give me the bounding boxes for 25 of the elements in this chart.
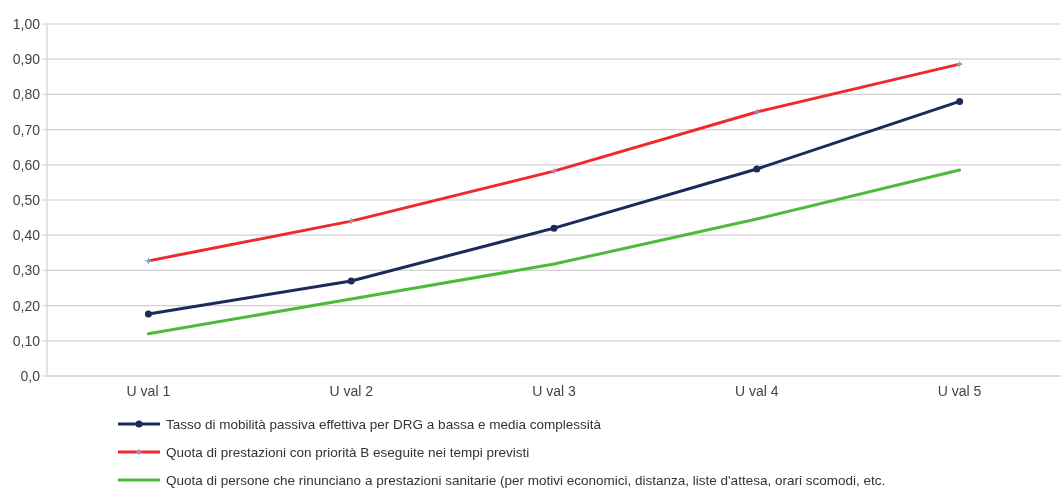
y-tick-label: 0,60 [12, 156, 41, 173]
y-tick-label: 0,0 [20, 367, 41, 384]
y-tick-label: 0,50 [12, 191, 41, 208]
point [956, 97, 964, 105]
legend-label: Quota di prestazioni con priorità B eseguite nei tempi previsti [166, 444, 530, 460]
x-tick-label: U val 2 [329, 383, 374, 399]
x-tick-label: U val 1 [126, 383, 171, 399]
y-tick-label: 0,30 [12, 262, 41, 279]
y-tick-label: 0,70 [12, 121, 41, 138]
legend-label: Tasso di mobilità passiva effettiva per DRG a bassa e media complessità [166, 416, 602, 432]
point [347, 277, 355, 285]
point [550, 224, 558, 232]
y-tick-label: 0,20 [12, 297, 41, 314]
point [144, 310, 152, 318]
x-tick-label: U val 5 [937, 383, 982, 399]
line-series [146, 168, 962, 336]
x-tick-label: U val 3 [532, 383, 576, 399]
legend-label: Quota di persone che rinunciano a prestazioni sanitarie (per motivi economici, distanza, liste d'attesa, orari scomodi, etc. [166, 472, 886, 488]
x-tick-label: U val 4 [735, 383, 779, 399]
y-tick-label: 0,90 [12, 51, 41, 68]
y-tick-label: 0,40 [12, 227, 41, 244]
y-tick-label: 1,00 [12, 15, 41, 32]
point [753, 165, 761, 173]
y-tick-label: 0,10 [12, 332, 41, 349]
y-tick-label: 0,80 [12, 86, 41, 103]
